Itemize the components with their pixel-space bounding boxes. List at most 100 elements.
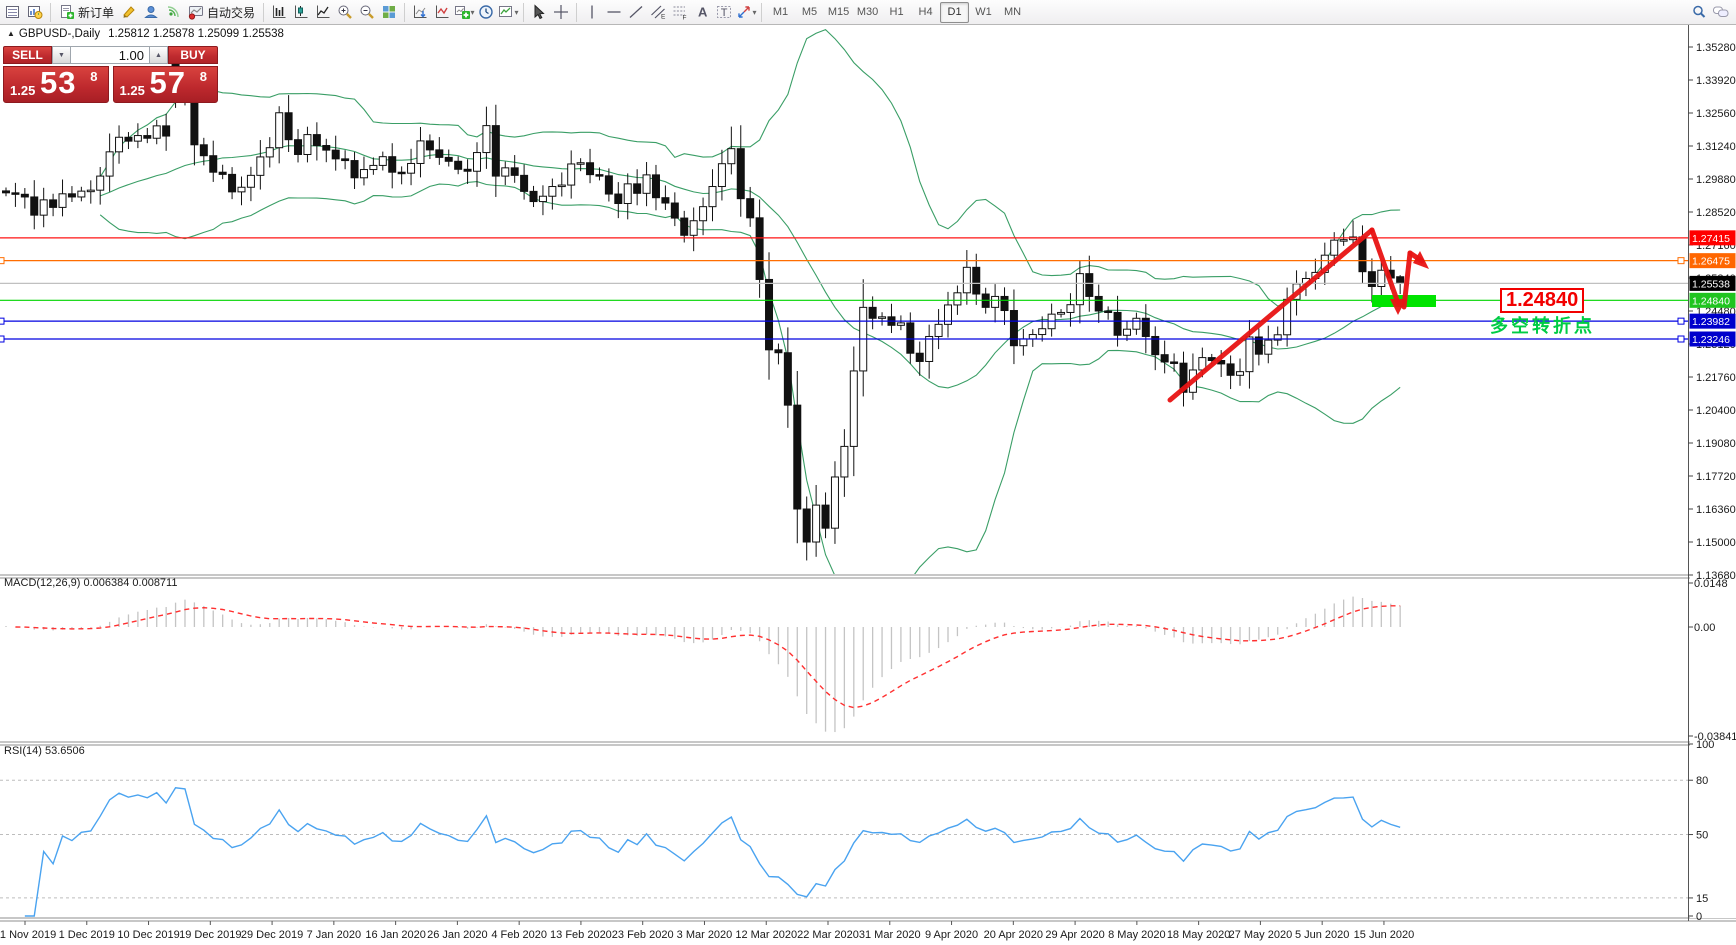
signals-icon[interactable] xyxy=(162,2,184,23)
rsi-tick: 80 xyxy=(1696,775,1708,787)
price-callout-box[interactable]: 1.24840 xyxy=(1500,288,1585,313)
price-tick: 1.20400 xyxy=(1696,405,1736,417)
trend-arrowhead xyxy=(1413,251,1429,269)
date-label: 16 Jan 2020 xyxy=(365,929,426,941)
macd-tick: -0.038415 xyxy=(1694,731,1736,743)
fibonacci-icon[interactable]: F xyxy=(669,2,691,23)
sell-price-box[interactable]: 1.25 53 8 xyxy=(3,65,109,103)
date-label: 8 May 2020 xyxy=(1108,929,1165,941)
price-tick: 1.19080 xyxy=(1696,438,1736,450)
price-tick: 1.29880 xyxy=(1696,174,1736,186)
macd-tick: 0.00 xyxy=(1694,622,1715,634)
vertical-line-icon[interactable] xyxy=(581,2,603,23)
macd-tick: 0.0148 xyxy=(1694,578,1728,590)
turning-point-note[interactable]: 多空转折点 xyxy=(1490,316,1595,336)
buy-button[interactable]: BUY xyxy=(168,46,218,64)
volume-input[interactable]: 1.00 xyxy=(71,46,149,64)
date-label: 1 Dec 2019 xyxy=(59,929,115,941)
community-icon[interactable] xyxy=(140,2,162,23)
price-tick: 1.28520 xyxy=(1696,207,1736,219)
svg-text:T: T xyxy=(721,7,728,19)
trend-arrow-line xyxy=(1167,227,1375,403)
price-badge-label: 1.27415 xyxy=(1692,233,1730,245)
bar-chart-icon[interactable] xyxy=(268,2,290,23)
collapse-arrow-icon[interactable]: ▲ xyxy=(7,29,15,38)
period-clock-icon[interactable] xyxy=(475,2,497,23)
buy-price-prefix: 1.25 xyxy=(119,83,145,98)
symbol-ohlc-line[interactable]: ▲ GBPUSD-,Daily 1.25812 1.25878 1.25099 1.… xyxy=(7,28,284,40)
sell-price-pip: 8 xyxy=(90,69,98,84)
tab-timeframe-w1[interactable]: W1 xyxy=(975,6,992,18)
sell-price-main: 53 xyxy=(40,65,77,100)
equidistant-channel-icon[interactable]: E xyxy=(647,2,669,23)
horizontal-line-icon[interactable] xyxy=(603,2,625,23)
new-order-label: 新订单 xyxy=(78,5,115,20)
tab-timeframe-h1[interactable]: H1 xyxy=(889,6,904,18)
sell-button[interactable]: SELL xyxy=(3,46,52,64)
autotrading-button[interactable]: 自动交易 xyxy=(184,2,259,23)
toolbar: 新订单 自动交易 ▾ ▾ E F A T ▾ M1 M5 M15 M30 H xyxy=(0,0,1736,25)
tab-timeframe-m5[interactable]: M5 xyxy=(801,6,818,18)
rsi-tick: 0 xyxy=(1696,911,1702,923)
profiles-icon[interactable] xyxy=(24,2,46,23)
auto-arrange-icon[interactable] xyxy=(409,2,431,23)
price-badge-label: 1.23982 xyxy=(1692,316,1730,328)
rsi-pane xyxy=(0,779,1688,917)
market-watch-icon[interactable] xyxy=(2,2,24,23)
new-order-icon xyxy=(61,5,74,19)
cursor-icon[interactable] xyxy=(528,2,550,23)
ohlc-values: 1.25812 1.25878 1.25099 1.25538 xyxy=(108,28,284,40)
price-badge-label: 1.26475 xyxy=(1692,256,1730,268)
autotrading-label: 自动交易 xyxy=(207,5,256,20)
metaeditor-icon[interactable] xyxy=(118,2,140,23)
zoom-out-icon[interactable] xyxy=(356,2,378,23)
price-tick: 1.15000 xyxy=(1696,537,1736,549)
text-label-icon[interactable]: T xyxy=(713,2,735,23)
volume-decrease-button[interactable]: ▼ xyxy=(52,46,71,64)
date-label: 7 Jan 2020 xyxy=(307,929,361,941)
toolbar-separator xyxy=(263,2,265,22)
candlestick-chart-icon[interactable] xyxy=(290,2,312,23)
price-tick: 1.13680 xyxy=(1696,570,1736,582)
new-chart-icon xyxy=(454,6,470,19)
date-label: 3 Mar 2020 xyxy=(677,929,733,941)
date-label: 15 Jun 2020 xyxy=(1354,929,1415,941)
tab-timeframe-mn[interactable]: MN xyxy=(1003,6,1022,18)
toolbar-separator xyxy=(50,2,51,22)
trend-arrowhead xyxy=(1390,299,1406,315)
toolbar-separator xyxy=(404,2,406,22)
date-label: 23 Feb 2020 xyxy=(612,929,674,941)
tab-timeframe-h4[interactable]: H4 xyxy=(918,6,933,18)
trend-arrow-line xyxy=(1401,250,1413,310)
volume-increase-button[interactable]: ▲ xyxy=(149,46,168,64)
bollinger-band xyxy=(99,28,1401,307)
zoom-in-icon[interactable] xyxy=(334,2,356,23)
price-tick: 1.16360 xyxy=(1696,504,1736,516)
arrange-windows-icon[interactable] xyxy=(431,2,453,23)
date-label: 21 Nov 2019 xyxy=(0,929,56,941)
buy-price-box[interactable]: 1.25 57 8 xyxy=(112,65,218,103)
chevron-down-icon: ▾ xyxy=(470,7,475,17)
price-tick: 1.35280 xyxy=(1696,42,1736,54)
crosshair-icon[interactable] xyxy=(550,2,572,23)
text-icon[interactable]: A xyxy=(691,2,713,23)
line-chart-icon[interactable] xyxy=(312,2,334,23)
buy-price-main: 57 xyxy=(149,65,186,100)
symbol-search-icon[interactable] xyxy=(1688,2,1710,23)
tab-timeframe-d1[interactable]: D1 xyxy=(940,1,970,23)
macd-indicator-label: MACD(12,26,9) 0.006384 0.008711 xyxy=(4,577,178,589)
chart-templates-button[interactable]: ▾ xyxy=(497,2,519,23)
price-badge xyxy=(1689,253,1736,269)
arrows-tool-button[interactable]: ▾ xyxy=(735,2,757,23)
tab-timeframe-m30[interactable]: M30 xyxy=(856,6,879,18)
chat-icon[interactable] xyxy=(1710,2,1732,23)
tab-timeframe-m1[interactable]: M1 xyxy=(772,6,789,18)
new-chart-button[interactable]: ▾ xyxy=(453,2,475,23)
tile-windows-icon[interactable] xyxy=(378,2,400,23)
new-order-button[interactable]: 新订单 xyxy=(55,2,118,23)
svg-text:F: F xyxy=(683,15,687,21)
trendline-icon[interactable] xyxy=(625,2,647,23)
tab-timeframe-m15[interactable]: M15 xyxy=(827,6,850,18)
